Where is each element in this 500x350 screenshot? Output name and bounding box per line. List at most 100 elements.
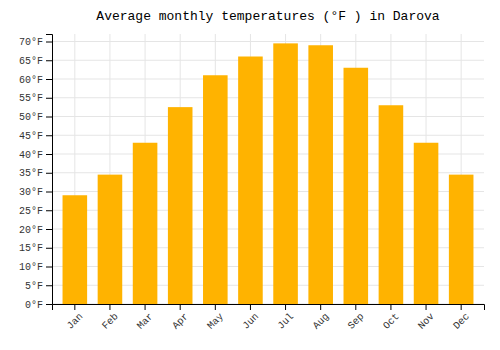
y-tick-mark	[46, 79, 52, 80]
y-grid-line	[52, 60, 484, 61]
x-tick: Jun	[241, 304, 262, 332]
bar	[344, 68, 369, 304]
y-tick-label: 70°F	[19, 37, 43, 48]
x-tick-mark	[285, 304, 286, 310]
y-tick-mark	[46, 248, 52, 249]
x-tick: Jul	[276, 304, 297, 332]
y-tick-mark	[46, 98, 52, 99]
bar	[168, 107, 193, 304]
x-tick: Feb	[100, 304, 121, 332]
title: Average monthly temperatures (°F ) in Da…	[96, 9, 439, 24]
y-tick: 45°F	[19, 131, 52, 142]
y-tick-label: 35°F	[19, 168, 43, 179]
x-tick-mark	[145, 304, 146, 310]
y-tick-label: 15°F	[19, 243, 43, 254]
bar	[63, 195, 88, 304]
x-tick-label: Aug	[311, 311, 332, 332]
x-tick-mark	[320, 304, 321, 310]
x-tick: Mar	[135, 304, 156, 332]
y-tick: 5°F	[25, 281, 52, 292]
y-grid-line	[52, 41, 484, 42]
bar	[273, 43, 298, 304]
y-tick-label: 50°F	[19, 112, 43, 123]
y-grid-line	[52, 116, 484, 117]
grid	[52, 34, 484, 304]
y-axis: 0°F 5°F 10°F 15°F 20°F 25°F 30°F 35°F 40°F 45°F 50…	[19, 35, 53, 311]
y-tick-label: 20°F	[19, 225, 43, 236]
x-tick: Nov	[416, 304, 437, 332]
x-tick-label: May	[205, 311, 226, 332]
y-axis-line	[46, 35, 53, 305]
bar	[133, 143, 158, 304]
x-tick: Sep	[346, 304, 367, 332]
y-tick-mark	[46, 135, 52, 136]
y-tick: 15°F	[19, 243, 52, 254]
plot: 0°F 5°F 10°F 15°F 20°F 25°F 30°F 35°F 40°F 45°F 50…	[19, 34, 485, 332]
y-grid-line	[52, 79, 484, 80]
x-tick-label: Nov	[416, 311, 437, 332]
y-tick-mark	[46, 42, 52, 43]
y-tick: 25°F	[19, 206, 52, 217]
chart: 0°F 5°F 10°F 15°F 20°F 25°F 30°F 35°F 40°F 45°F 50…	[0, 0, 500, 350]
y-tick-label: 0°F	[25, 300, 43, 311]
x-tick: Apr	[170, 304, 191, 332]
x-tick-mark	[180, 304, 181, 310]
y-tick: 50°F	[19, 112, 52, 123]
bar	[98, 175, 123, 304]
y-tick-label: 10°F	[19, 262, 43, 273]
x-tick-mark	[355, 304, 356, 310]
x-tick-label: Jun	[241, 311, 262, 332]
x-axis: Jan Feb Mar Apr May Jun Jul Aug Sep Oct Nov Dec	[53, 304, 485, 332]
x-tick: Jan	[65, 304, 86, 332]
bar	[449, 175, 474, 304]
x-tick-label: Dec	[451, 311, 472, 332]
y-tick-label: 65°F	[19, 56, 43, 67]
x-tick-mark	[109, 304, 110, 310]
bar	[203, 75, 228, 304]
bar	[238, 57, 263, 305]
x-tick-label: Apr	[170, 311, 191, 332]
y-tick-mark	[46, 304, 52, 305]
x-tick-label: Jul	[276, 311, 297, 332]
y-tick-mark	[46, 229, 52, 230]
x-tick-mark	[461, 304, 462, 310]
y-tick-mark	[46, 267, 52, 268]
y-tick-mark	[46, 154, 52, 155]
y-tick-label: 30°F	[19, 187, 43, 198]
y-tick: 20°F	[19, 225, 52, 236]
y-tick-label: 45°F	[19, 131, 43, 142]
y-tick-label: 55°F	[19, 93, 43, 104]
x-tick-mark	[74, 304, 75, 310]
y-tick-label: 5°F	[25, 281, 43, 292]
y-grid-line	[52, 135, 484, 136]
y-tick-mark	[46, 210, 52, 211]
x-axis-line	[53, 305, 485, 311]
x-tick-label: Jan	[65, 311, 86, 332]
x-tick: Aug	[311, 304, 332, 332]
x-tick-mark	[390, 304, 391, 310]
y-tick-mark	[46, 117, 52, 118]
bar	[379, 105, 404, 304]
y-tick: 35°F	[19, 168, 52, 179]
y-tick: 55°F	[19, 93, 52, 104]
x-tick-mark	[250, 304, 251, 310]
y-tick-label: 60°F	[19, 75, 43, 86]
y-tick-label: 40°F	[19, 150, 43, 161]
x-tick-label: Mar	[135, 311, 156, 332]
x-tick: Oct	[381, 304, 402, 332]
y-tick-mark	[46, 60, 52, 61]
x-tick-mark	[426, 304, 427, 310]
y-tick: 60°F	[19, 75, 52, 86]
x-tick-mark	[215, 304, 216, 310]
y-tick-mark	[46, 173, 52, 174]
y-tick-mark	[46, 192, 52, 193]
bar	[308, 45, 333, 304]
x-tick-label: Feb	[100, 311, 121, 332]
y-tick: 0°F	[25, 300, 52, 311]
y-tick: 40°F	[19, 150, 52, 161]
x-tick: Dec	[451, 304, 472, 332]
y-grid-line	[52, 97, 484, 98]
bar	[414, 143, 439, 304]
y-tick: 65°F	[19, 56, 52, 67]
bars	[63, 43, 474, 304]
